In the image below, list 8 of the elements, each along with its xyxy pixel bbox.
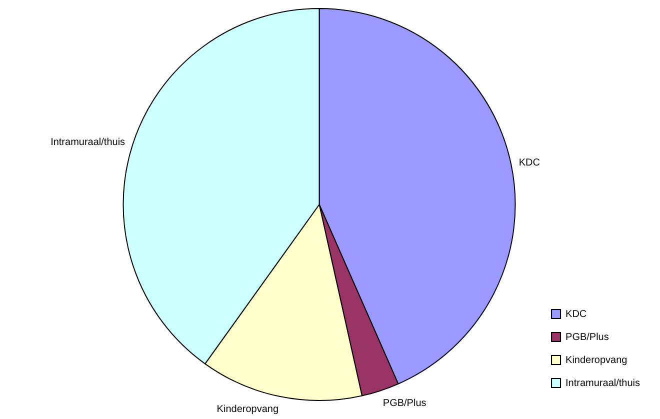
legend-label: KDC	[566, 308, 587, 320]
slice-label: KDC	[518, 157, 540, 168]
slice-label: Kinderopvang	[216, 404, 279, 416]
slice-label: PGB/Plus	[382, 398, 426, 410]
legend-label: Kinderopvang	[566, 354, 628, 366]
legend-label: PGB/Plus	[566, 332, 609, 343]
slice-label: Intramuraal/thuis	[50, 136, 126, 148]
legend-label: Intramuraal/thuis	[566, 378, 640, 389]
